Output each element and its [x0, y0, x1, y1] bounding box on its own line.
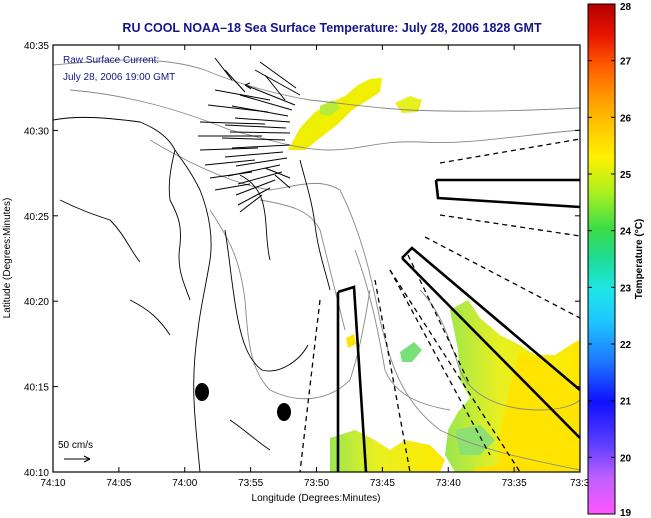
colorbar-ticks: 19 20 21 22 23 24 25 26 27 28: [588, 2, 632, 518]
colorbar-tick-label: 23: [620, 283, 632, 294]
colorbar-tick-label: 21: [620, 397, 632, 408]
x-tick-label: 74:00: [172, 478, 197, 489]
x-tick-label: 73:50: [304, 478, 329, 489]
colorbar-tick-label: 19: [620, 508, 632, 518]
map-title: RU COOL NOAA–18 Sea Surface Temperature:…: [122, 21, 542, 35]
x-tick-label: 73:3: [570, 478, 590, 489]
colorbar: [587, 3, 616, 515]
x-tick-label: 73:35: [502, 478, 527, 489]
y-tick-label: 40:20: [24, 297, 49, 308]
colorbar-tick-label: 28: [620, 2, 632, 13]
y-axis-label: Latitude (Degrees:Minutes): [2, 198, 13, 319]
x-tick-label: 74:05: [106, 478, 131, 489]
colorbar-label: Temperature (°C): [634, 219, 645, 300]
y-axis-ticks: 40:35 40:30 40:25 40:20 40:15 40:10: [24, 41, 580, 479]
y-tick-label: 40:10: [24, 468, 49, 479]
x-tick-label: 73:45: [370, 478, 395, 489]
colorbar-tick-label: 20: [620, 453, 632, 464]
annotation-line-2: July 28, 2006 19:00 GMT: [63, 72, 175, 83]
colorbar-tick-label: 26: [620, 113, 632, 124]
colorbar-tick-label: 22: [620, 340, 632, 351]
colorbar-tick-label: 25: [620, 170, 632, 181]
station-marker-1: [195, 383, 209, 401]
x-tick-label: 73:40: [436, 478, 461, 489]
x-axis-ticks: 74:10 74:05 74:00 73:55 73:50 73:45 73:40 73:35…: [40, 45, 590, 489]
sst-field: [288, 78, 580, 472]
scale-arrow-label: 50 cm/s: [58, 440, 93, 451]
sampling-boxes: [336, 178, 581, 473]
colorbar-tick-label: 27: [620, 57, 632, 68]
current-vectors: [198, 57, 301, 213]
y-tick-label: 40:25: [24, 212, 49, 223]
x-tick-label: 74:10: [40, 478, 65, 489]
x-axis-label: Longitude (Degrees:Minutes): [252, 493, 381, 504]
scale-arrow: [64, 455, 91, 463]
annotation-line-1: Raw Surface Current:: [63, 55, 159, 66]
x-tick-label: 73:55: [238, 478, 263, 489]
colorbar-tick-label: 24: [620, 227, 632, 238]
station-marker-2: [277, 403, 291, 421]
y-tick-label: 40:35: [24, 41, 49, 52]
coastline: [53, 116, 331, 472]
wedge-lines: [299, 138, 581, 473]
y-tick-label: 40:30: [24, 126, 49, 137]
y-tick-label: 40:15: [24, 383, 49, 394]
